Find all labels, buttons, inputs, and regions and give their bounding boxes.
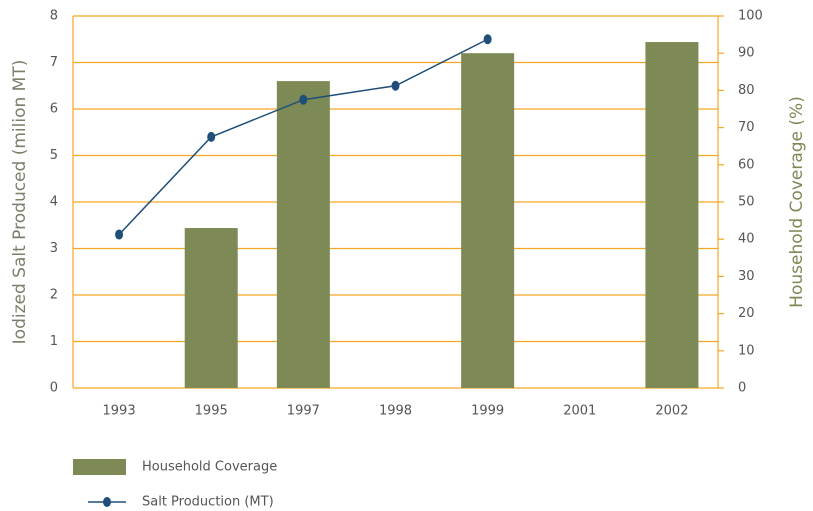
marker — [115, 229, 124, 240]
x-tick-label: 1998 — [379, 404, 412, 419]
y2-tick-label: 80 — [738, 83, 755, 98]
legend-label: Salt Production (MT) — [142, 495, 274, 510]
y2-tick-label: 50 — [738, 195, 755, 210]
x-tick-label: 2001 — [563, 404, 596, 419]
y2-tick-label: 30 — [738, 269, 755, 284]
y2-tick-label: 100 — [738, 9, 763, 24]
y2-tick-label: 40 — [738, 232, 755, 247]
legend-label: Household Coverage — [142, 460, 277, 475]
y-tick-label: 7 — [50, 55, 58, 70]
y-tick-label: 4 — [50, 195, 58, 210]
y-tick-label: 0 — [50, 381, 58, 396]
y-tick-label: 8 — [50, 9, 58, 24]
y-tick-label: 1 — [50, 334, 58, 349]
y2-tick-label: 60 — [738, 157, 755, 172]
y2-tick-label: 10 — [738, 343, 755, 358]
marker — [391, 80, 400, 91]
marker — [207, 131, 216, 142]
y2-axis-title: Household Coverage (%) — [787, 96, 807, 308]
marker — [299, 94, 308, 105]
y-tick-label: 3 — [50, 241, 58, 256]
x-tick-label: 1997 — [287, 404, 320, 419]
legend-swatch — [73, 459, 126, 475]
y-tick-label: 6 — [50, 102, 58, 117]
legend-marker — [103, 497, 111, 507]
y2-tick-label: 0 — [738, 381, 746, 396]
y2-tick-label: 70 — [738, 120, 755, 135]
x-tick-label: 1995 — [195, 404, 228, 419]
bar — [276, 81, 330, 388]
y-tick-label: 5 — [50, 148, 58, 163]
x-tick-label: 1993 — [103, 404, 136, 419]
bar — [645, 42, 699, 388]
y-axis-title: Iodized Salt Produced (milion MT) — [10, 60, 30, 345]
y-tick-label: 2 — [50, 288, 58, 303]
x-tick-label: 1999 — [471, 404, 504, 419]
y2-tick-label: 20 — [738, 306, 755, 321]
bar — [184, 228, 238, 388]
bar — [461, 53, 515, 388]
marker — [483, 34, 492, 45]
x-tick-label: 2002 — [655, 404, 688, 419]
y2-tick-label: 90 — [738, 46, 755, 61]
